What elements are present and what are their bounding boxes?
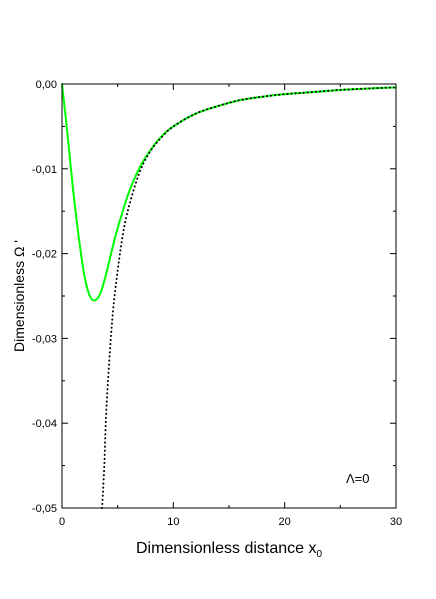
series-line-solid	[61, 83, 397, 302]
y-tick-label: -0,03	[32, 333, 57, 345]
tick-labels: 0 10 20 30 0,00 -0,01 -0,02 -0,03 -0,04 -0,05	[32, 79, 402, 528]
y-tick-label: -0,04	[32, 418, 57, 430]
x-tick-label: 0	[59, 516, 65, 528]
x-tick-label: 10	[167, 516, 179, 528]
series-group	[61, 83, 397, 509]
x-tick-label: 30	[390, 516, 402, 528]
tick-marks	[61, 83, 397, 509]
y-tick-label: 0,00	[36, 79, 57, 91]
x-axis-title-subscript: 0	[316, 549, 322, 560]
plot-frame	[61, 83, 397, 509]
x-axis-title-text: Dimensionless distance x	[136, 540, 317, 557]
x-tick-label: 20	[279, 516, 291, 528]
y-axis-title: Dimensionless Ω '	[11, 240, 27, 352]
y-tick-label: -0,02	[32, 249, 57, 261]
chart-annotation: Λ=0	[346, 471, 370, 486]
y-tick-label: -0,05	[32, 503, 57, 515]
y-tick-label: -0,01	[32, 164, 57, 176]
x-axis-title: Dimensionless distance x0	[136, 540, 323, 560]
series-line-dotted	[101, 86, 397, 509]
